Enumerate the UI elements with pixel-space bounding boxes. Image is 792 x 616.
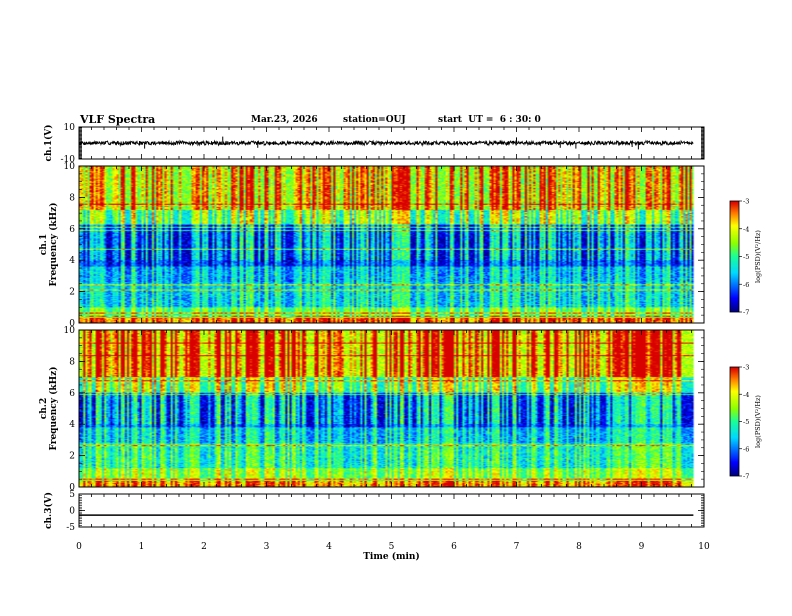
colorbar-tick-label: -4 [743, 225, 749, 233]
colorbar-tick-label: -4 [743, 391, 749, 399]
colorbar-label: log(PSD)(V²/Hz) [754, 230, 762, 283]
x-tick-label: 8 [576, 542, 582, 552]
y-tick-label: 6 [69, 389, 75, 399]
colorbar-tick-label: -7 [743, 473, 749, 481]
y-tick-label: 5 [69, 490, 75, 500]
y-axis-label: Frequency (kHz) [48, 202, 59, 286]
y-axis-label: ch.3(V) [43, 492, 54, 529]
y-tick-label: 0 [69, 319, 75, 329]
x-tick-label: 1 [139, 542, 145, 552]
x-tick-label: 3 [264, 542, 270, 552]
x-axis-label: Time (min) [363, 551, 420, 562]
colorbar-tick-label: -3 [743, 198, 749, 206]
figure-title: VLF Spectra [79, 113, 155, 126]
x-tick-label: 6 [451, 542, 457, 552]
y-tick-label: 0 [69, 507, 75, 517]
colorbar-tick-label: -3 [743, 364, 749, 372]
ch1-colorbar-gradient [730, 201, 739, 312]
y-tick-label: 0 [69, 483, 75, 493]
colorbar-tick-label: -5 [743, 253, 749, 261]
y-tick-label: 8 [69, 193, 75, 203]
x-tick-label: 2 [201, 542, 207, 552]
y-axis-label: ch.1 [39, 234, 49, 255]
y-tick-label: 4 [69, 256, 75, 266]
y-axis-label: ch.2 [39, 398, 49, 419]
y-tick-label: 2 [69, 452, 75, 462]
header-start-ut: start UT = 6 : 30: 0 [438, 115, 541, 125]
header-date: Mar.23, 2026 [251, 115, 318, 125]
y-tick-label: 8 [69, 357, 75, 367]
ch2-spectrogram-panel: 0 2 4 6 8 10 ch.2 Frequency (kHz) [39, 326, 705, 493]
ch3-waveform-panel: 5 0 -5 ch.3(V) [43, 490, 705, 533]
x-tick-label: 9 [639, 542, 645, 552]
ch2-colorbar: -3 -4 -5 -6 -7 log(PSD)(V²/Hz) [729, 364, 762, 481]
time-axis: 0 1 2 3 4 5 6 7 8 9 10 Time (min) [76, 542, 710, 562]
x-tick-label: 7 [514, 542, 520, 552]
colorbar-label: log(PSD)(V²/Hz) [754, 395, 762, 448]
x-tick-label: 10 [698, 542, 710, 552]
y-tick-label: 2 [69, 288, 75, 298]
colorbar-tick-label: -5 [743, 418, 749, 426]
ch2-spectrogram-image [79, 330, 704, 487]
ch1-spectrogram-panel: 0 2 4 6 8 10 ch.1 Frequency (kHz) [39, 162, 705, 329]
y-axis-label: Frequency (kHz) [48, 366, 59, 450]
x-tick-label: 5 [389, 542, 395, 552]
waveform-trace [78, 139, 694, 148]
y-tick-label: 10 [64, 123, 76, 133]
y-tick-label: 10 [64, 326, 76, 336]
y-tick-label: -10 [61, 155, 76, 165]
ch1-waveform-panel: 10 -10 ch.1(V) [43, 123, 705, 165]
ch2-colorbar-gradient [730, 367, 739, 476]
y-tick-label: -5 [66, 523, 75, 533]
x-tick-label: 4 [326, 542, 332, 552]
header-station: station=OUJ [343, 115, 406, 125]
colorbar-tick-label: -6 [743, 281, 749, 289]
ch1-colorbar: -3 -4 -5 -6 -7 log(PSD)(V²/Hz) [729, 198, 762, 317]
ch1-spectrogram-image [79, 166, 704, 323]
x-tick-label: 0 [76, 542, 82, 552]
colorbar-tick-label: -6 [743, 445, 749, 453]
y-axis-label: ch.1(V) [43, 125, 54, 162]
colorbar-tick-label: -7 [743, 309, 749, 317]
y-tick-label: 10 [64, 162, 76, 172]
y-tick-label: 4 [69, 420, 75, 430]
y-tick-label: 6 [69, 225, 75, 235]
